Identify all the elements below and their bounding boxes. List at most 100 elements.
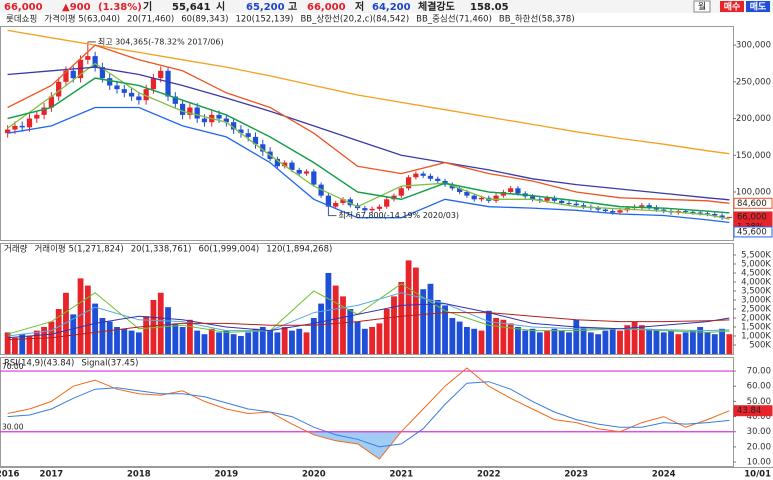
volume-bar bbox=[99, 317, 106, 354]
line-series bbox=[7, 66, 730, 201]
candle-body bbox=[697, 212, 703, 214]
y-tick-label: 20.00 bbox=[747, 442, 771, 452]
volume-bar bbox=[507, 323, 514, 354]
volume-bar bbox=[558, 330, 565, 354]
y-tick-label: 500K bbox=[749, 340, 771, 350]
legend-entry: Signal(37.45) bbox=[81, 359, 138, 369]
volume-bar bbox=[573, 319, 580, 354]
field-value: 158.05 bbox=[470, 2, 509, 13]
candle-body bbox=[384, 199, 390, 207]
candle-body bbox=[420, 173, 426, 176]
volume-bar bbox=[376, 323, 383, 354]
buy-button-label[interactable]: 매수 bbox=[724, 1, 741, 13]
volume-bar bbox=[70, 314, 77, 354]
volume-bar bbox=[391, 296, 397, 354]
line-series bbox=[7, 283, 730, 335]
volume-bar bbox=[19, 334, 26, 354]
volume-bar bbox=[77, 278, 84, 354]
volume-bar bbox=[485, 310, 492, 354]
legend-entry: 20(71,460) bbox=[127, 15, 174, 25]
field-label: 고 bbox=[288, 1, 297, 13]
volume-bar bbox=[449, 317, 456, 354]
volume-bar bbox=[12, 337, 18, 354]
candle-body bbox=[726, 216, 732, 218]
x-tick-label: 2024 bbox=[652, 470, 676, 480]
period-button[interactable] bbox=[693, 0, 711, 13]
volume-bar bbox=[340, 296, 346, 354]
candle-body bbox=[347, 199, 353, 206]
sell-button[interactable] bbox=[746, 1, 770, 12]
y-tick-label: 4,000K bbox=[741, 277, 771, 287]
value-badge bbox=[733, 226, 773, 238]
line-series bbox=[7, 44, 730, 204]
x-tick-label: 2016 bbox=[0, 470, 20, 480]
volume-bar bbox=[587, 332, 594, 354]
candle-body bbox=[362, 208, 368, 211]
volume-bar bbox=[412, 267, 419, 354]
volume-bar bbox=[653, 330, 660, 354]
candle-body bbox=[143, 89, 149, 101]
volume-bar bbox=[711, 334, 718, 354]
volume-bar bbox=[609, 328, 616, 354]
volume-bar bbox=[325, 272, 332, 354]
candle-body bbox=[566, 202, 572, 204]
x-tick-label: 2020 bbox=[302, 470, 326, 480]
candle-body bbox=[719, 215, 725, 218]
volume-bar bbox=[493, 317, 499, 354]
candle-body bbox=[311, 171, 317, 185]
candle-body bbox=[369, 208, 375, 211]
oversold-fill bbox=[7, 431, 730, 460]
candle-body bbox=[289, 162, 295, 170]
y-tick-label: 1,500K bbox=[741, 322, 771, 332]
volume-bar bbox=[143, 316, 150, 354]
legend-entry: 120(152,139) bbox=[235, 15, 293, 25]
volume-bar bbox=[463, 326, 470, 354]
volume-bar bbox=[434, 299, 441, 354]
line-series bbox=[7, 312, 730, 341]
volume-bar bbox=[238, 335, 244, 354]
header-bar bbox=[0, 0, 773, 13]
candle-body bbox=[478, 197, 485, 200]
candle-body bbox=[201, 118, 208, 123]
volume-bar bbox=[675, 334, 682, 354]
candle-body bbox=[107, 78, 113, 86]
legend-entry: 롯데쇼핑 bbox=[6, 14, 37, 25]
volume-bar bbox=[157, 292, 164, 354]
volume-bar bbox=[106, 321, 113, 354]
candle-body bbox=[413, 173, 419, 178]
volume-bar bbox=[456, 321, 463, 354]
candle-body bbox=[48, 96, 55, 108]
candle-body bbox=[136, 96, 142, 101]
volume-bar bbox=[223, 330, 230, 354]
value-badge-label: 43.84 bbox=[737, 406, 761, 416]
field-label: 시 bbox=[216, 1, 225, 13]
candle-body bbox=[150, 78, 157, 90]
candle-body bbox=[12, 125, 18, 130]
x-tick-label: 10/01 bbox=[744, 470, 771, 480]
sell-button-label[interactable]: 매도 bbox=[750, 1, 767, 13]
volume-bar bbox=[369, 326, 376, 354]
candle-body bbox=[70, 70, 76, 79]
candle-body bbox=[238, 129, 244, 134]
candle-body bbox=[559, 200, 565, 203]
candle-body bbox=[610, 211, 616, 213]
line-series bbox=[7, 77, 730, 214]
price: 66,000 bbox=[4, 2, 43, 13]
volume-bar bbox=[318, 303, 325, 354]
candle-body bbox=[63, 70, 69, 82]
field-value: 66,000 bbox=[307, 2, 346, 13]
field-value: 55,641 bbox=[172, 2, 211, 13]
volume-bar bbox=[638, 325, 645, 354]
volume-bar bbox=[4, 332, 11, 354]
candle-body bbox=[464, 191, 470, 196]
period-button-label[interactable]: 월 bbox=[698, 1, 706, 13]
candle-body bbox=[325, 195, 332, 207]
annotation: 최고 304,365(-78.32% 2017/06) bbox=[98, 36, 224, 46]
candle-body bbox=[231, 122, 237, 130]
buy-button[interactable] bbox=[720, 1, 744, 12]
volume-bar bbox=[216, 332, 222, 354]
value-badge-label: 84,600 bbox=[737, 199, 767, 209]
volume-bar bbox=[230, 334, 237, 354]
volume-bar bbox=[259, 326, 266, 354]
